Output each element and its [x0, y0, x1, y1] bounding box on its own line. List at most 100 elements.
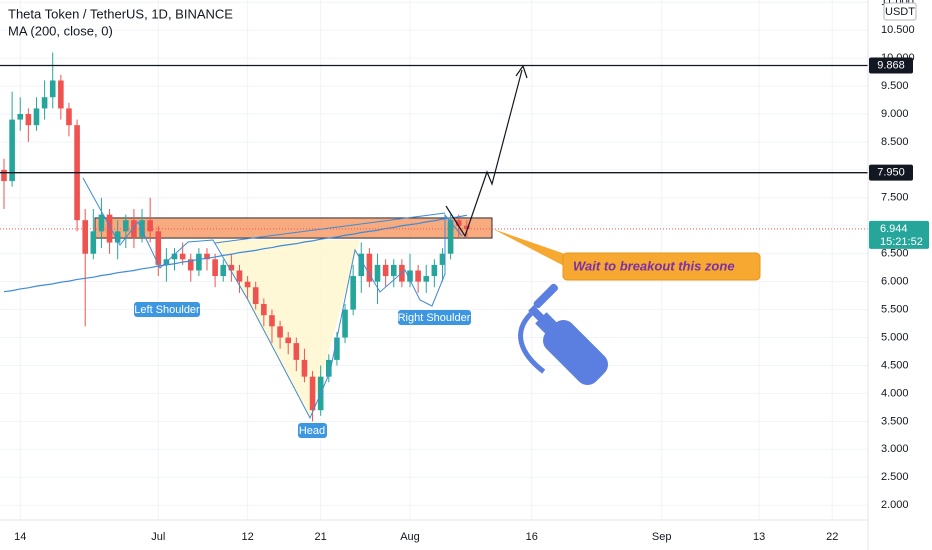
- y-tick-label: 3.500: [881, 415, 909, 427]
- callout-box: [562, 252, 761, 281]
- candle-body: [244, 281, 251, 288]
- price-badge-label: 7.950: [877, 167, 905, 179]
- y-tick-label: 9.000: [881, 108, 909, 120]
- x-tick-label: 14: [14, 531, 26, 543]
- callout-pointer: [493, 229, 568, 268]
- pattern-line: [82, 177, 463, 420]
- y-tick-label: 2.500: [881, 471, 909, 483]
- candle-body: [17, 114, 24, 120]
- candle-body: [58, 80, 64, 109]
- candle-body: [423, 276, 430, 282]
- y-tick-label: 7.500: [881, 192, 909, 204]
- x-tick-label: 21: [315, 531, 327, 543]
- candle-body: [447, 220, 454, 254]
- projection-arrow: [445, 69, 523, 238]
- y-tick-label: 4.500: [881, 359, 909, 371]
- countdown-label: 15:21:52: [880, 236, 923, 248]
- candle-body: [9, 119, 15, 182]
- currency-badge: [883, 2, 917, 21]
- candle-body: [334, 337, 340, 360]
- axes: 2.000 2.500 3.000 3.500 4.000 4.500 5.000 5.500…: [14, 0, 929, 543]
- candle-body: [123, 220, 129, 232]
- candle-body: [382, 264, 389, 277]
- y-tick-label: 5.500: [881, 304, 909, 316]
- candle-body: [196, 253, 202, 271]
- candle-body: [1, 169, 7, 182]
- candle-body: [139, 220, 145, 237]
- candle-body: [98, 214, 105, 232]
- candle-body: [171, 253, 178, 260]
- candle-body: [269, 315, 275, 327]
- candle-body: [179, 253, 186, 260]
- candle-body: [114, 231, 121, 243]
- x-tick-label: 22: [826, 531, 838, 543]
- candle-body: [407, 270, 413, 282]
- indicator-label: MA (200, close, 0): [8, 23, 113, 38]
- label-box: [298, 423, 327, 438]
- breakout-zone: [94, 217, 493, 239]
- y-tick-label: 4.000: [881, 387, 909, 399]
- y-tick-label: 2.000: [881, 499, 909, 511]
- callout-text: Wait to breakout this zone: [573, 258, 735, 273]
- candle-body: [415, 270, 421, 282]
- x-tick-label: Jul: [151, 531, 165, 543]
- x-tick-label: 12: [241, 531, 253, 543]
- candle-body: [236, 270, 243, 282]
- label-box: [134, 302, 200, 317]
- candle-body: [90, 231, 97, 254]
- candle-body: [301, 359, 308, 377]
- x-tick-label: Aug: [400, 531, 420, 543]
- plot: [0, 52, 868, 422]
- x-tick-label: Sep: [652, 531, 672, 543]
- y-tick-label: 8.500: [881, 136, 909, 148]
- zone-group: [94, 217, 493, 239]
- candle-body: [464, 225, 470, 229]
- y-tick-label: 6.500: [881, 248, 909, 260]
- candle-body: [358, 253, 365, 277]
- annotation-label: Left Shoulder: [134, 304, 200, 316]
- y-tick-label: 10.500: [881, 24, 915, 36]
- candle-body: [326, 359, 332, 377]
- candle-body: [106, 214, 113, 243]
- candle-body: [285, 337, 291, 344]
- candle-body: [342, 309, 348, 338]
- arrow-head: [515, 64, 528, 79]
- y-tick-label: 6.000: [881, 276, 909, 288]
- candle-body: [66, 108, 72, 126]
- candle-body: [41, 97, 48, 109]
- last-price-label: 6.944: [880, 223, 908, 235]
- candle-body: [82, 220, 88, 254]
- ma-line: [3, 214, 467, 293]
- label-box: [398, 310, 471, 325]
- candle-body: [49, 80, 56, 98]
- price-badge: [869, 164, 913, 181]
- candle-body: [25, 114, 32, 126]
- candle-body: [220, 264, 227, 277]
- candle-body: [309, 376, 316, 411]
- candle-body: [439, 253, 446, 265]
- price-badge-label: 9.868: [877, 59, 905, 71]
- candle-body: [252, 287, 259, 305]
- candle-body: [147, 220, 153, 232]
- candle-body: [261, 304, 267, 316]
- candle-body: [390, 264, 397, 277]
- candle-body: [455, 220, 462, 226]
- candle-body: [131, 220, 137, 237]
- annotation-label: Head: [299, 425, 325, 437]
- extinguisher-icon: [518, 283, 609, 386]
- candle-body: [366, 253, 373, 282]
- candle-body: [350, 276, 356, 310]
- candle-body: [187, 259, 194, 271]
- candle-body: [228, 264, 235, 271]
- chart-title: Theta Token / TetherUS, 1D, BINANCE: [8, 6, 233, 21]
- y-tick-label: 9.500: [881, 80, 909, 92]
- price-badge: [869, 57, 913, 74]
- candle-body: [212, 259, 218, 277]
- candle-body: [293, 343, 300, 360]
- head-area: [215, 240, 360, 418]
- y-tick-label: 5.000: [881, 331, 909, 343]
- candle-body: [431, 264, 438, 277]
